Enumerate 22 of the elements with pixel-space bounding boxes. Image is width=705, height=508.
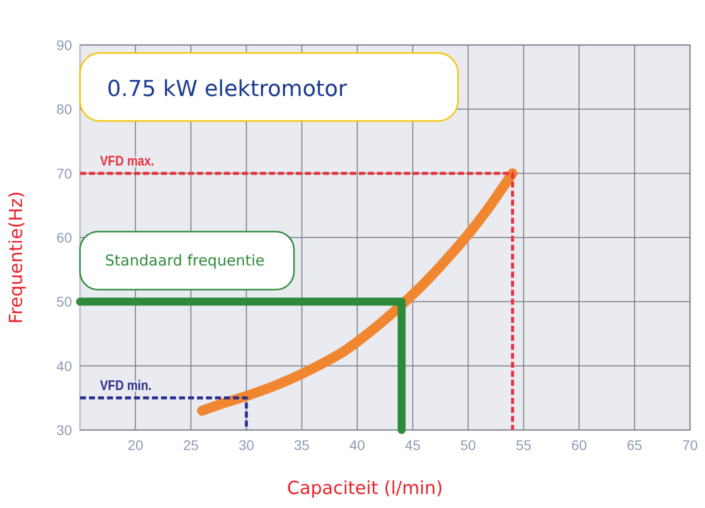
y-tick-label: 50 xyxy=(56,294,72,310)
x-tick-label: 65 xyxy=(626,437,643,453)
x-tick-label: 30 xyxy=(238,437,254,453)
x-tick-label: 50 xyxy=(460,437,476,453)
rounded-title-box: 0.75 kW elektromotor xyxy=(79,52,459,122)
x-tick-label: 70 xyxy=(682,437,698,453)
y-tick-label: 70 xyxy=(56,165,72,182)
x-tick-label: 20 xyxy=(128,437,144,453)
y-tick-label: 40 xyxy=(56,358,72,374)
x-tick-label: 35 xyxy=(294,437,310,453)
x-tick-label: 60 xyxy=(571,437,588,453)
x-tick-label: 25 xyxy=(183,437,199,453)
x-tick-label: 40 xyxy=(349,437,366,453)
y-tick-label: 90 xyxy=(56,37,72,53)
y-axis-title: Frequentie(Hz) xyxy=(6,191,27,324)
x-axis-title: Capaciteit (l/min) xyxy=(287,478,443,499)
y-tick-label: 80 xyxy=(56,101,72,118)
y-tick-label: 30 xyxy=(56,422,72,438)
x-tick-label: 45 xyxy=(404,437,421,453)
x-tick-label: 55 xyxy=(516,437,532,453)
y-tick-label: 60 xyxy=(56,230,72,246)
rounded-label-box: Standaard frequentie xyxy=(79,230,295,290)
